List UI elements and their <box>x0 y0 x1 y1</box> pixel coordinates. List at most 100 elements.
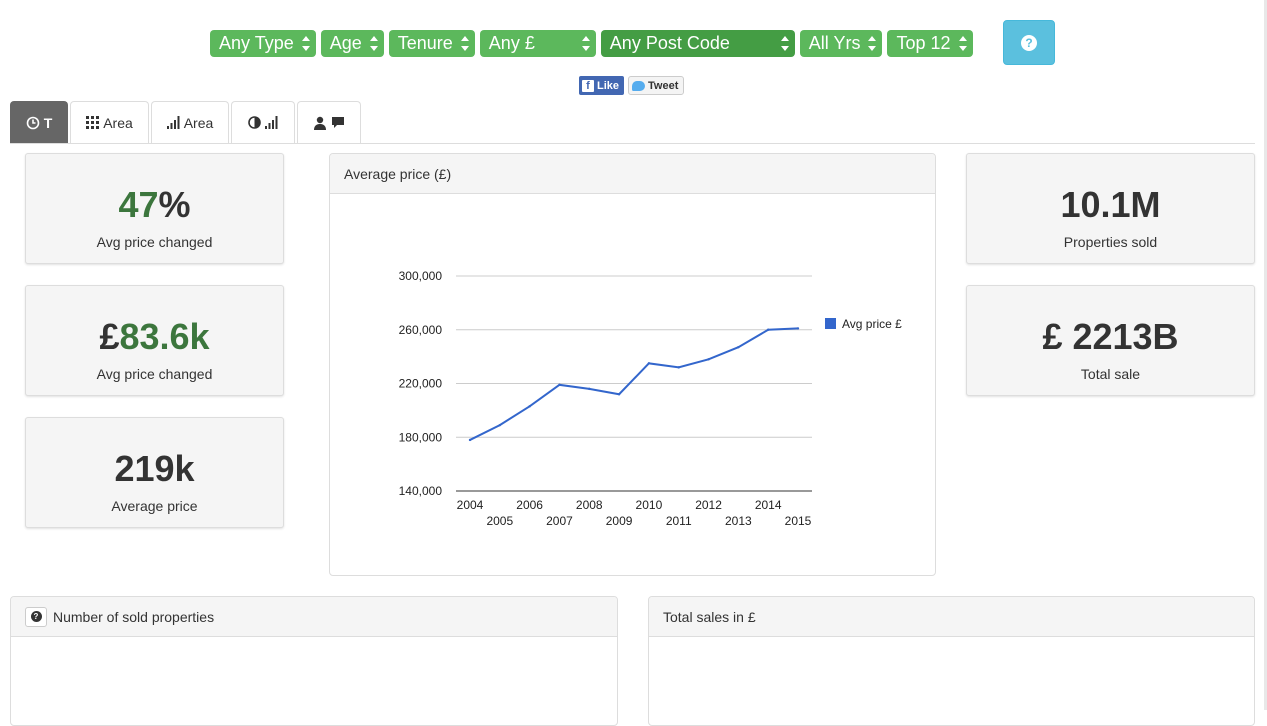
data-point <box>796 327 800 330</box>
x-tick-label: 2007 <box>546 514 573 528</box>
stat-card-avg-change-pct: 47% Avg price changed <box>25 153 284 264</box>
tab-contrast-bars[interactable] <box>231 101 295 143</box>
stat-value: 219k <box>26 448 283 490</box>
stat-prefix: £ <box>99 316 120 357</box>
y-tick-label: 140,000 <box>399 484 443 498</box>
x-tick-label: 2013 <box>725 514 752 528</box>
tab-user-comments[interactable] <box>297 101 361 143</box>
stat-number: 83.6k <box>119 316 210 357</box>
help-button[interactable]: ? <box>1003 20 1055 65</box>
x-tick-label: 2004 <box>457 498 484 512</box>
total-sales-panel: Total sales in £ <box>648 596 1255 726</box>
tab-area-grid[interactable]: Area <box>70 101 149 143</box>
panel-heading: ? Number of sold properties <box>11 597 617 637</box>
x-tick-label: 2010 <box>636 498 663 512</box>
panel-heading: Total sales in £ <box>649 597 1254 637</box>
panel-title: Number of sold properties <box>53 608 215 625</box>
select-arrows-icon <box>581 36 590 51</box>
tweet-label: Tweet <box>648 79 679 92</box>
stat-value: 10.1M <box>1060 184 1161 225</box>
tenure-select[interactable]: Tenure <box>388 30 475 57</box>
comment-icon <box>332 117 344 128</box>
select-arrows-icon <box>958 36 967 51</box>
top-select-label: Top 12 <box>896 33 951 53</box>
data-point <box>588 387 591 391</box>
like-label: Like <box>597 79 620 92</box>
filter-bar: Any Type Age Tenure Any £ Any Post Code … <box>210 30 973 57</box>
y-tick-label: 220,000 <box>399 377 443 391</box>
stat-number: 47 <box>118 184 159 225</box>
y-tick-label: 260,000 <box>399 323 443 337</box>
x-tick-label: 2011 <box>666 514 692 528</box>
data-point <box>707 358 710 361</box>
stat-label: Total sale <box>1080 366 1141 382</box>
legend-swatch <box>825 318 836 329</box>
tweet-button[interactable]: Tweet <box>628 76 685 95</box>
data-point <box>766 328 770 331</box>
sold-properties-panel: ? Number of sold properties <box>10 596 618 726</box>
stat-label: Avg price changed <box>96 366 213 382</box>
grid-icon <box>86 116 100 129</box>
type-select-label: Any Type <box>219 33 294 53</box>
age-select[interactable]: Age <box>320 30 384 57</box>
select-arrows-icon <box>369 36 378 51</box>
panel-heading: Average price (£) <box>330 154 935 194</box>
postcode-select-label: Any Post Code <box>609 33 730 53</box>
data-point <box>677 366 680 369</box>
y-tick-label: 180,000 <box>399 430 443 444</box>
x-tick-label: 2006 <box>516 498 543 512</box>
tab-time-label: T <box>43 114 53 131</box>
data-point <box>528 405 531 408</box>
stat-label: Properties sold <box>1063 234 1158 250</box>
price-select[interactable]: Any £ <box>479 30 596 57</box>
select-arrows-icon <box>780 36 789 51</box>
stat-label: Average price <box>111 498 198 514</box>
social-buttons: f Like Tweet <box>579 76 685 95</box>
signal-bars-icon <box>265 116 278 129</box>
series-line <box>469 327 799 441</box>
info-button[interactable]: ? <box>25 606 47 627</box>
x-tick-label: 2014 <box>755 498 782 512</box>
price-select-label: Any £ <box>488 33 535 53</box>
clock-icon <box>26 116 40 129</box>
data-point <box>647 362 651 365</box>
age-select-label: Age <box>329 33 362 53</box>
legend-label: Avg price £ <box>842 317 902 331</box>
tab-area-bars[interactable]: Area <box>151 101 229 143</box>
stat-value: 47% <box>26 184 283 226</box>
select-arrows-icon <box>460 36 469 51</box>
data-point <box>737 346 740 349</box>
years-select[interactable]: All Yrs <box>799 30 883 57</box>
postcode-select[interactable]: Any Post Code <box>600 30 795 57</box>
user-icon <box>314 116 326 130</box>
x-tick-label: 2008 <box>576 498 603 512</box>
panel-title: Total sales in £ <box>663 608 756 625</box>
contrast-icon <box>248 116 261 129</box>
tab-area-bars-label: Area <box>183 114 214 131</box>
panel-title: Average price (£) <box>344 165 452 182</box>
twitter-icon <box>632 80 646 91</box>
y-tick-label: 300,000 <box>399 269 443 283</box>
data-point <box>617 393 621 396</box>
facebook-like-button[interactable]: f Like <box>579 76 625 95</box>
data-point <box>468 438 472 442</box>
years-select-label: All Yrs <box>808 33 861 53</box>
question-icon: ? <box>30 611 42 622</box>
x-tick-label: 2012 <box>695 498 722 512</box>
tab-area-grid-label: Area <box>103 114 133 131</box>
stat-card-properties-sold: 10.1M Properties sold <box>966 153 1255 264</box>
average-price-panel: Average price (£) 300,000 260,000 220,000 1… <box>329 153 936 576</box>
top-select[interactable]: Top 12 <box>887 30 973 57</box>
x-tick-label: 2005 <box>486 514 513 528</box>
stat-card-avg-change-amount: £83.6k Avg price changed <box>25 285 284 396</box>
tab-time[interactable]: T <box>10 101 68 143</box>
tenure-select-label: Tenure <box>397 33 453 53</box>
scrollbar[interactable] <box>1264 0 1267 710</box>
stat-card-average-price: 219k Average price <box>25 417 284 528</box>
data-point <box>498 423 502 427</box>
signal-bars-icon <box>166 116 180 129</box>
select-arrows-icon <box>868 36 877 51</box>
x-tick-label: 2009 <box>606 514 633 528</box>
type-select[interactable]: Any Type <box>210 30 316 57</box>
stat-card-total-sale: £ 2213B Total sale <box>966 285 1255 396</box>
